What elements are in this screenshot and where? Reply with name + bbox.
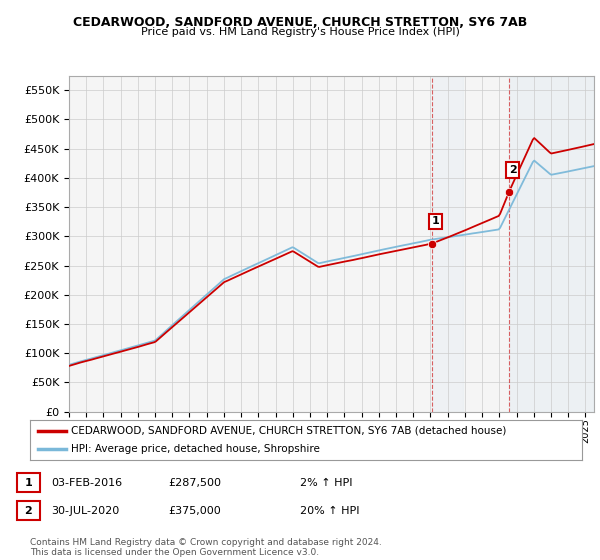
Text: £375,000: £375,000 bbox=[168, 506, 221, 516]
Text: 2: 2 bbox=[25, 506, 32, 516]
Text: 20% ↑ HPI: 20% ↑ HPI bbox=[300, 506, 359, 516]
Text: 1: 1 bbox=[25, 478, 32, 488]
Text: £287,500: £287,500 bbox=[168, 478, 221, 488]
Text: 2: 2 bbox=[509, 165, 517, 175]
Text: Price paid vs. HM Land Registry's House Price Index (HPI): Price paid vs. HM Land Registry's House … bbox=[140, 27, 460, 37]
Text: CEDARWOOD, SANDFORD AVENUE, CHURCH STRETTON, SY6 7AB: CEDARWOOD, SANDFORD AVENUE, CHURCH STRET… bbox=[73, 16, 527, 29]
Bar bbox=[509, 76, 594, 412]
Text: HPI: Average price, detached house, Shropshire: HPI: Average price, detached house, Shro… bbox=[71, 445, 320, 454]
Text: Contains HM Land Registry data © Crown copyright and database right 2024.
This d: Contains HM Land Registry data © Crown c… bbox=[30, 538, 382, 557]
Text: CEDARWOOD, SANDFORD AVENUE, CHURCH STRETTON, SY6 7AB (detached house): CEDARWOOD, SANDFORD AVENUE, CHURCH STRET… bbox=[71, 426, 507, 436]
Text: 1: 1 bbox=[431, 216, 439, 226]
Text: 30-JUL-2020: 30-JUL-2020 bbox=[51, 506, 119, 516]
Bar bbox=[432, 76, 463, 412]
Text: 03-FEB-2016: 03-FEB-2016 bbox=[51, 478, 122, 488]
Text: 2% ↑ HPI: 2% ↑ HPI bbox=[300, 478, 353, 488]
